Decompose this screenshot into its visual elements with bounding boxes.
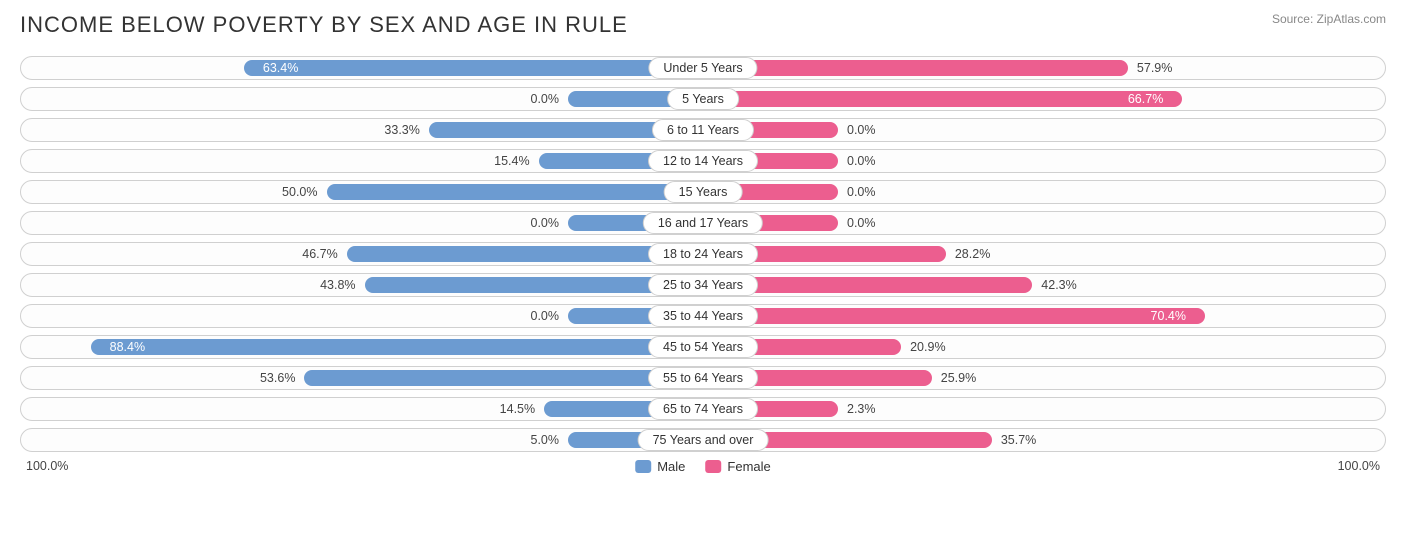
legend: Male Female — [635, 459, 771, 474]
female-value: 66.7% — [1128, 92, 1163, 106]
age-group-label: 18 to 24 Years — [648, 243, 758, 265]
female-value: 57.9% — [1137, 61, 1172, 75]
age-group-label: 45 to 54 Years — [648, 336, 758, 358]
male-value: 88.4% — [110, 340, 145, 354]
female-value: 0.0% — [847, 185, 876, 199]
source-attribution: Source: ZipAtlas.com — [1272, 12, 1386, 26]
male-bar — [327, 184, 704, 200]
male-value: 53.6% — [260, 371, 295, 385]
age-group-label: 16 and 17 Years — [643, 212, 763, 234]
female-value: 35.7% — [1001, 433, 1036, 447]
male-value: 0.0% — [531, 309, 560, 323]
chart-row: 0.0% 70.4% 35 to 44 Years — [20, 304, 1386, 328]
chart-row: 46.7% 28.2% 18 to 24 Years — [20, 242, 1386, 266]
female-value: 0.0% — [847, 216, 876, 230]
age-group-label: 55 to 64 Years — [648, 367, 758, 389]
male-swatch-icon — [635, 460, 651, 473]
male-value: 50.0% — [282, 185, 317, 199]
female-swatch-icon — [705, 460, 721, 473]
female-value: 25.9% — [941, 371, 976, 385]
male-value: 14.5% — [500, 402, 535, 416]
male-value: 46.7% — [302, 247, 337, 261]
diverging-bar-chart: 63.4% 57.9% Under 5 Years 0.0% 66.7% 5 Years 3… — [20, 56, 1386, 452]
chart-row: 63.4% 57.9% Under 5 Years — [20, 56, 1386, 80]
male-value: 15.4% — [494, 154, 529, 168]
female-value: 20.9% — [910, 340, 945, 354]
male-value: 0.0% — [531, 216, 560, 230]
female-value: 2.3% — [847, 402, 876, 416]
chart-row: 5.0% 35.7% 75 Years and over — [20, 428, 1386, 452]
male-value: 43.8% — [320, 278, 355, 292]
age-group-label: 75 Years and over — [638, 429, 769, 451]
female-bar — [703, 91, 1182, 107]
age-group-label: 25 to 34 Years — [648, 274, 758, 296]
chart-row: 50.0% 0.0% 15 Years — [20, 180, 1386, 204]
chart-row: 88.4% 20.9% 45 to 54 Years — [20, 335, 1386, 359]
female-value: 70.4% — [1151, 309, 1186, 323]
legend-male-label: Male — [657, 459, 685, 474]
female-value: 0.0% — [847, 123, 876, 137]
chart-row: 15.4% 0.0% 12 to 14 Years — [20, 149, 1386, 173]
male-bar — [91, 339, 703, 355]
chart-title: INCOME BELOW POVERTY BY SEX AND AGE IN R… — [20, 12, 628, 38]
male-value: 0.0% — [531, 92, 560, 106]
chart-row: 53.6% 25.9% 55 to 64 Years — [20, 366, 1386, 390]
axis-labels: 100.0% Male Female 100.0% — [20, 459, 1386, 473]
male-value: 33.3% — [384, 123, 419, 137]
female-value: 28.2% — [955, 247, 990, 261]
male-value: 63.4% — [263, 61, 298, 75]
age-group-label: 15 Years — [664, 181, 743, 203]
age-group-label: 35 to 44 Years — [648, 305, 758, 327]
legend-female: Female — [705, 459, 770, 474]
female-value: 42.3% — [1041, 278, 1076, 292]
legend-male: Male — [635, 459, 685, 474]
male-bar — [304, 370, 703, 386]
age-group-label: 65 to 74 Years — [648, 398, 758, 420]
chart-row: 33.3% 0.0% 6 to 11 Years — [20, 118, 1386, 142]
female-value: 0.0% — [847, 154, 876, 168]
female-bar — [703, 308, 1205, 324]
age-group-label: Under 5 Years — [648, 57, 757, 79]
chart-row: 0.0% 66.7% 5 Years — [20, 87, 1386, 111]
age-group-label: 6 to 11 Years — [652, 119, 754, 141]
female-bar — [703, 60, 1128, 76]
axis-left-label: 100.0% — [26, 459, 68, 473]
chart-row: 43.8% 42.3% 25 to 34 Years — [20, 273, 1386, 297]
male-bar — [244, 60, 703, 76]
legend-female-label: Female — [727, 459, 770, 474]
age-group-label: 12 to 14 Years — [648, 150, 758, 172]
male-value: 5.0% — [531, 433, 560, 447]
axis-right-label: 100.0% — [1338, 459, 1380, 473]
chart-row: 14.5% 2.3% 65 to 74 Years — [20, 397, 1386, 421]
age-group-label: 5 Years — [667, 88, 739, 110]
chart-row: 0.0% 0.0% 16 and 17 Years — [20, 211, 1386, 235]
